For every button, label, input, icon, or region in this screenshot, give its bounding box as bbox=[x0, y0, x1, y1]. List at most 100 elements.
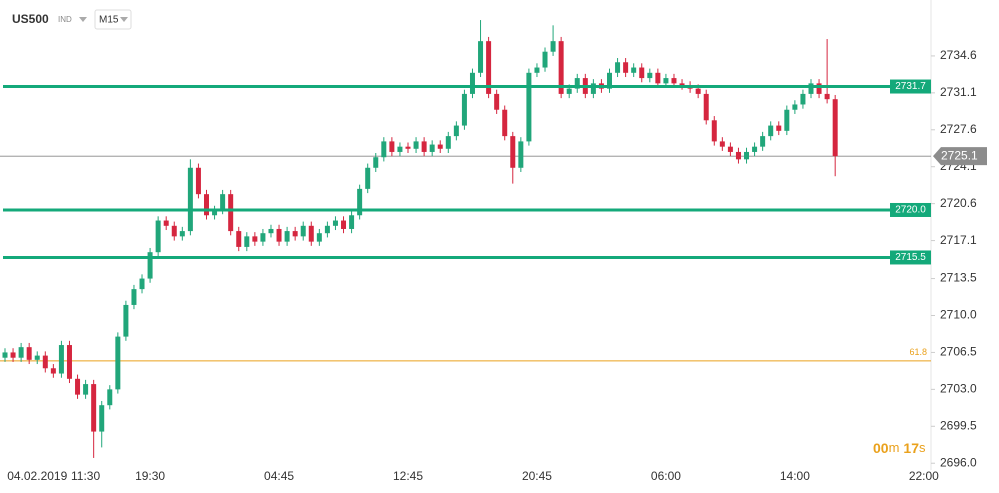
candle-body bbox=[260, 233, 266, 242]
x-tick-label: 20:45 bbox=[522, 469, 552, 483]
candle-body bbox=[58, 345, 64, 374]
candle-body bbox=[631, 67, 637, 73]
candle-body bbox=[316, 233, 322, 242]
candle-body bbox=[461, 93, 467, 126]
countdown-part: s bbox=[919, 440, 926, 455]
candle-body bbox=[147, 252, 153, 279]
x-tick-label: 14:00 bbox=[780, 469, 810, 483]
candle-body bbox=[590, 83, 596, 94]
candle-body bbox=[663, 78, 669, 84]
candle-body bbox=[155, 220, 161, 253]
candle-body bbox=[429, 144, 435, 152]
candle-body bbox=[139, 278, 145, 290]
candle-body bbox=[574, 78, 580, 89]
candle-body bbox=[542, 51, 548, 68]
y-tick-label: 2699.5 bbox=[940, 418, 977, 432]
level-label: 2715.5 bbox=[895, 252, 926, 263]
candle-body bbox=[510, 136, 516, 168]
current-price-tag bbox=[933, 147, 987, 166]
timeframe-arrow[interactable] bbox=[120, 17, 128, 22]
candle-body bbox=[18, 347, 24, 358]
candle-body bbox=[760, 136, 766, 147]
candle-body bbox=[163, 220, 169, 226]
candle-body bbox=[115, 336, 121, 390]
candle-body bbox=[236, 231, 242, 247]
x-tick-label: 11:30 bbox=[71, 469, 100, 483]
candle-body bbox=[131, 289, 137, 305]
candle-body bbox=[276, 228, 282, 242]
candle-body bbox=[365, 167, 371, 189]
candle-body bbox=[486, 41, 492, 94]
candle-body bbox=[66, 345, 72, 379]
timeframe-box[interactable] bbox=[94, 9, 132, 30]
instrument-type[interactable]: IND bbox=[58, 15, 72, 24]
candle-body bbox=[123, 304, 129, 337]
candle-body bbox=[784, 109, 790, 131]
candle-body bbox=[220, 194, 226, 210]
candle-body bbox=[494, 93, 500, 110]
y-tick-label: 2734.6 bbox=[940, 48, 977, 62]
candle-body bbox=[679, 83, 685, 86]
x-tick-label: 22:00 bbox=[909, 469, 939, 483]
dropdown-arrow[interactable] bbox=[79, 17, 87, 22]
candle-body bbox=[83, 384, 89, 395]
candle-body bbox=[792, 104, 798, 110]
candle-body bbox=[566, 88, 572, 94]
candle-body bbox=[332, 220, 338, 226]
candle-body bbox=[768, 125, 774, 137]
y-tick-label: 2703.0 bbox=[940, 382, 977, 396]
candle-body bbox=[91, 384, 97, 432]
candle-body bbox=[397, 146, 403, 152]
candle-body bbox=[405, 146, 411, 149]
x-tick-label: 12:45 bbox=[393, 469, 423, 483]
candle-body bbox=[647, 72, 653, 79]
candle-body bbox=[800, 93, 806, 105]
candle-body bbox=[727, 146, 733, 152]
candle-body bbox=[324, 225, 330, 234]
candle-body bbox=[42, 355, 48, 369]
candle-body bbox=[534, 67, 540, 73]
candle-body bbox=[228, 194, 234, 232]
countdown: 00m 17s bbox=[873, 440, 926, 456]
level-label: 2720.0 bbox=[895, 205, 926, 216]
candle-body bbox=[453, 125, 459, 137]
candle-body bbox=[349, 215, 355, 229]
candle-body bbox=[735, 151, 741, 160]
candle-body bbox=[10, 352, 16, 358]
candle-body bbox=[478, 41, 484, 73]
candle-body bbox=[639, 67, 645, 79]
candle-body bbox=[284, 231, 290, 242]
y-tick-label: 2731.1 bbox=[940, 85, 977, 99]
candle-body bbox=[292, 231, 298, 237]
candle-body bbox=[445, 136, 451, 149]
candle-body bbox=[413, 141, 419, 149]
y-tick-label: 2713.5 bbox=[940, 271, 977, 285]
candle-body bbox=[212, 209, 218, 216]
y-tick-label: 2720.6 bbox=[940, 196, 977, 210]
y-tick-label: 2706.5 bbox=[940, 345, 977, 359]
candle-body bbox=[187, 167, 193, 232]
candle-body bbox=[623, 62, 629, 73]
candle-body bbox=[816, 83, 822, 94]
candle-body bbox=[195, 167, 201, 195]
candle-body bbox=[75, 378, 81, 395]
candle-body bbox=[752, 146, 758, 152]
candle-body bbox=[204, 194, 209, 216]
candle-body bbox=[300, 225, 306, 237]
candle-body bbox=[703, 93, 709, 121]
candle-body bbox=[99, 405, 105, 432]
fib-label: 61.8 bbox=[909, 347, 927, 357]
x-tick-label: 19:30 bbox=[135, 469, 165, 483]
y-tick-label: 2710.0 bbox=[940, 308, 977, 322]
candle-body bbox=[389, 141, 395, 152]
timeframe[interactable]: M15 bbox=[99, 15, 119, 26]
candle-body bbox=[502, 109, 508, 137]
candle-body bbox=[437, 144, 443, 149]
candle-body bbox=[171, 225, 177, 237]
candle-body bbox=[252, 236, 258, 242]
candle-body bbox=[776, 125, 782, 131]
level-tag bbox=[890, 250, 931, 265]
candle-body bbox=[357, 188, 363, 216]
x-tick-label: 06:00 bbox=[651, 469, 681, 483]
candle-body bbox=[526, 72, 532, 142]
